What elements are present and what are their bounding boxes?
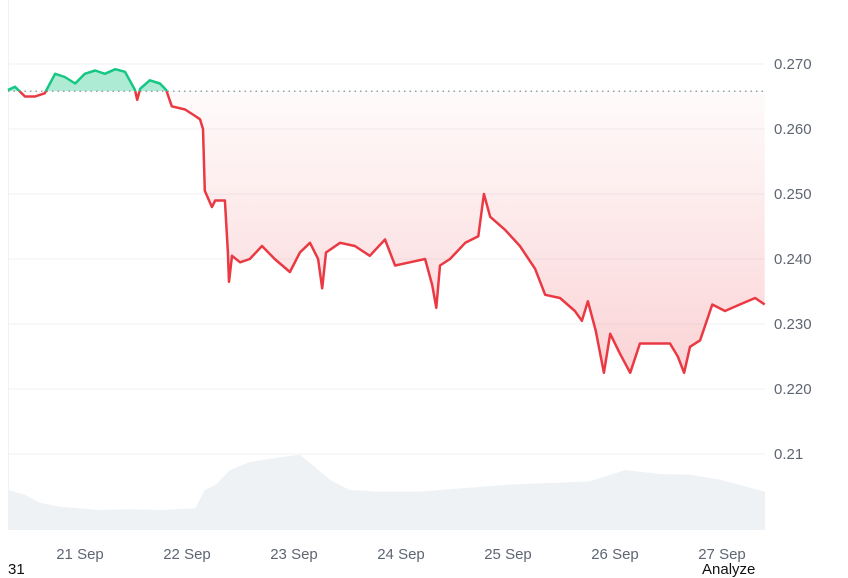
x-tick-label: 21 Sep xyxy=(56,546,104,563)
x-tick-label: 27 Sep xyxy=(698,546,746,563)
analyze-link[interactable]: Analyze xyxy=(702,561,756,578)
x-tick-label: 26 Sep xyxy=(591,546,639,563)
x-axis-ticks: 21 Sep 22 Sep 23 Sep 24 Sep 25 Sep 26 Sep 27 S… xyxy=(56,546,746,563)
y-tick-label: 0.220 xyxy=(774,381,812,398)
x-tick-label: 22 Sep xyxy=(163,546,211,563)
y-tick-label: 0.230 xyxy=(774,316,812,333)
volume-area xyxy=(7,454,765,530)
x-tick-label: 25 Sep xyxy=(484,546,532,563)
y-tick-label: 0.260 xyxy=(774,121,812,138)
footer-left-fragment: 31 xyxy=(8,561,25,578)
y-tick-label: 0.270 xyxy=(774,56,812,73)
x-tick-label: 23 Sep xyxy=(270,546,318,563)
y-axis-ticks: 0.270 0.260 0.250 0.240 0.230 0.220 0.21 xyxy=(774,56,812,463)
price-line-down xyxy=(17,91,766,375)
x-tick-label: 24 Sep xyxy=(377,546,425,563)
y-tick-label: 0.250 xyxy=(774,186,812,203)
y-tick-label: 0.240 xyxy=(774,251,812,268)
y-tick-label: 0.21 xyxy=(774,446,803,463)
area-below-baseline xyxy=(19,91,765,373)
area-above-baseline xyxy=(7,69,765,92)
